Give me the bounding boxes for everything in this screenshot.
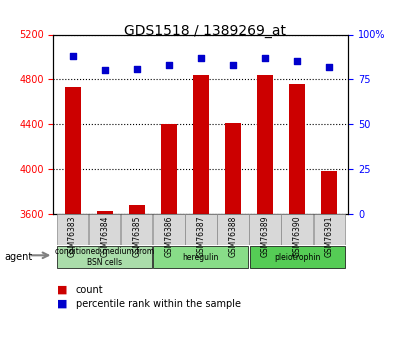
- FancyBboxPatch shape: [281, 214, 312, 245]
- Bar: [192, 75, 209, 214]
- FancyBboxPatch shape: [57, 214, 88, 245]
- FancyBboxPatch shape: [89, 214, 120, 245]
- Bar: [288, 84, 304, 214]
- Point: [325, 64, 332, 70]
- Text: heregulin: heregulin: [182, 253, 218, 262]
- FancyBboxPatch shape: [153, 214, 184, 245]
- Text: pleiotrophin: pleiotrophin: [273, 253, 319, 262]
- Text: GDS1518 / 1389269_at: GDS1518 / 1389269_at: [124, 24, 285, 38]
- Bar: [225, 123, 240, 214]
- Point: [197, 55, 204, 61]
- Point: [229, 62, 236, 68]
- Point: [261, 55, 268, 61]
- FancyBboxPatch shape: [313, 214, 344, 245]
- Bar: [160, 124, 176, 214]
- Text: GSM76391: GSM76391: [324, 215, 333, 257]
- Bar: [320, 171, 337, 214]
- Text: GSM76389: GSM76389: [260, 215, 269, 257]
- Text: ■: ■: [57, 285, 68, 295]
- FancyBboxPatch shape: [153, 246, 248, 268]
- Text: percentile rank within the sample: percentile rank within the sample: [76, 299, 240, 308]
- Point: [101, 68, 108, 73]
- Text: GSM76390: GSM76390: [292, 215, 301, 257]
- FancyBboxPatch shape: [185, 214, 216, 245]
- Bar: [256, 75, 272, 214]
- Text: count: count: [76, 285, 103, 295]
- Bar: [64, 87, 81, 214]
- FancyBboxPatch shape: [249, 246, 344, 268]
- Point: [133, 66, 139, 71]
- FancyBboxPatch shape: [249, 214, 280, 245]
- Text: ■: ■: [57, 299, 68, 308]
- Bar: [97, 210, 112, 214]
- Point: [69, 53, 76, 59]
- Text: GSM76383: GSM76383: [68, 215, 77, 257]
- Point: [293, 59, 300, 64]
- Text: agent: agent: [4, 252, 32, 262]
- FancyBboxPatch shape: [121, 214, 152, 245]
- Point: [165, 62, 172, 68]
- Text: GSM76384: GSM76384: [100, 215, 109, 257]
- Text: GSM76387: GSM76387: [196, 215, 205, 257]
- Text: GSM76388: GSM76388: [228, 215, 237, 257]
- Text: GSM76385: GSM76385: [132, 215, 141, 257]
- FancyBboxPatch shape: [57, 246, 152, 268]
- FancyBboxPatch shape: [217, 214, 248, 245]
- Bar: [128, 205, 144, 214]
- Text: GSM76386: GSM76386: [164, 215, 173, 257]
- Text: conditioned medium from
BSN cells: conditioned medium from BSN cells: [55, 247, 154, 267]
